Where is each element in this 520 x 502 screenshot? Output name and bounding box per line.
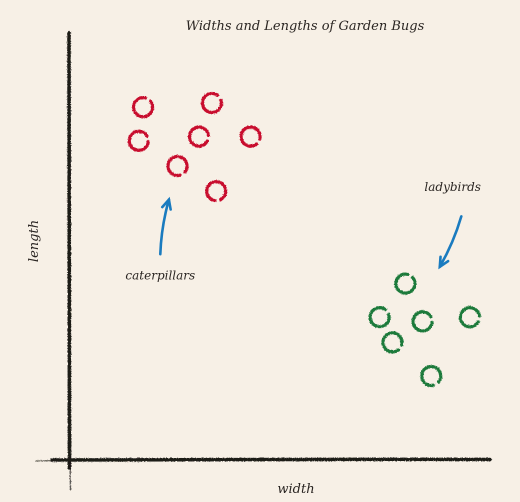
ladybirds-point bbox=[396, 274, 415, 293]
x-axis-line-extension bbox=[36, 460, 60, 461]
annotations: caterpillars ladybirds bbox=[125, 180, 481, 282]
annotation-caterpillars: caterpillars bbox=[125, 200, 195, 283]
ladybirds-point bbox=[413, 312, 432, 331]
data-points bbox=[129, 93, 479, 385]
series-caterpillars bbox=[129, 93, 260, 200]
annotation-ladybirds: ladybirds bbox=[424, 180, 481, 267]
ladybirds-point bbox=[383, 333, 402, 352]
y-axis-line bbox=[69, 33, 70, 468]
caterpillars-point bbox=[202, 93, 221, 112]
caterpillars-point bbox=[190, 127, 209, 146]
ladybirds-point bbox=[370, 308, 389, 327]
chart-axes bbox=[36, 33, 490, 490]
x-axis-line bbox=[52, 459, 490, 460]
ladybirds-point bbox=[460, 308, 479, 327]
caterpillars-point bbox=[168, 157, 187, 176]
ladybirds-point bbox=[422, 367, 441, 386]
y-axis-label: length bbox=[27, 220, 42, 262]
caterpillars-point bbox=[129, 131, 148, 150]
chart-title: Widths and Lengths of Garden Bugs bbox=[186, 19, 425, 34]
y-axis-line-extension bbox=[70, 458, 71, 490]
annotation-label: caterpillars bbox=[125, 268, 195, 282]
series-ladybirds bbox=[370, 274, 479, 385]
annotation-arrow-shaft bbox=[440, 216, 462, 266]
caterpillars-point bbox=[134, 98, 153, 117]
x-axis-label: width bbox=[277, 482, 314, 497]
annotation-label: ladybirds bbox=[424, 180, 481, 194]
caterpillars-point bbox=[241, 127, 260, 146]
caterpillars-point bbox=[207, 182, 226, 201]
